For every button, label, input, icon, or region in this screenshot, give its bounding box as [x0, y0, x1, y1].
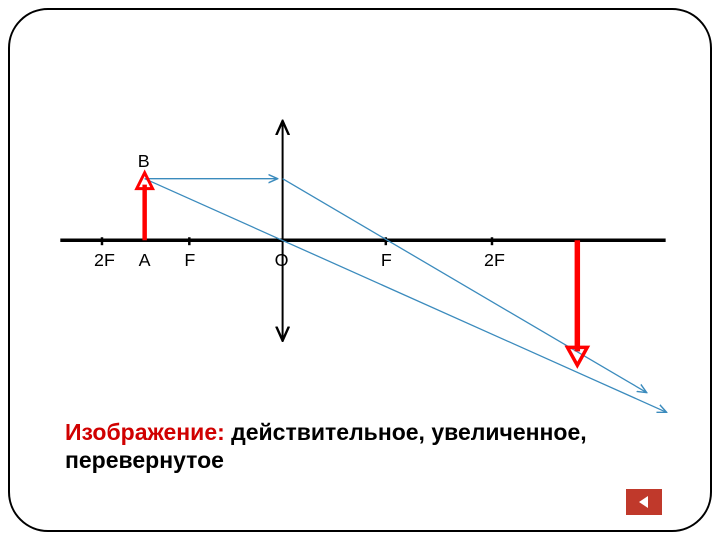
label-A: A	[139, 250, 151, 270]
label-negF: F	[184, 250, 195, 270]
image-arrow	[567, 240, 587, 365]
caption-lead: Изображение:	[65, 419, 225, 445]
rays	[145, 179, 666, 412]
label-pos2F: 2F	[484, 250, 505, 270]
triangle-left-icon	[636, 494, 652, 510]
label-O: O	[275, 250, 289, 270]
back-button[interactable]	[626, 489, 662, 515]
slide-frame: 2F A F O F 2F B Изображение: действитель…	[8, 8, 712, 532]
label-F: F	[381, 250, 392, 270]
label-neg2F: 2F	[94, 250, 115, 270]
label-B: B	[138, 151, 150, 171]
object-arrow	[137, 173, 153, 240]
axis-labels: 2F A F O F 2F B	[94, 151, 505, 270]
caption: Изображение: действительное, увеличенное…	[65, 418, 630, 476]
